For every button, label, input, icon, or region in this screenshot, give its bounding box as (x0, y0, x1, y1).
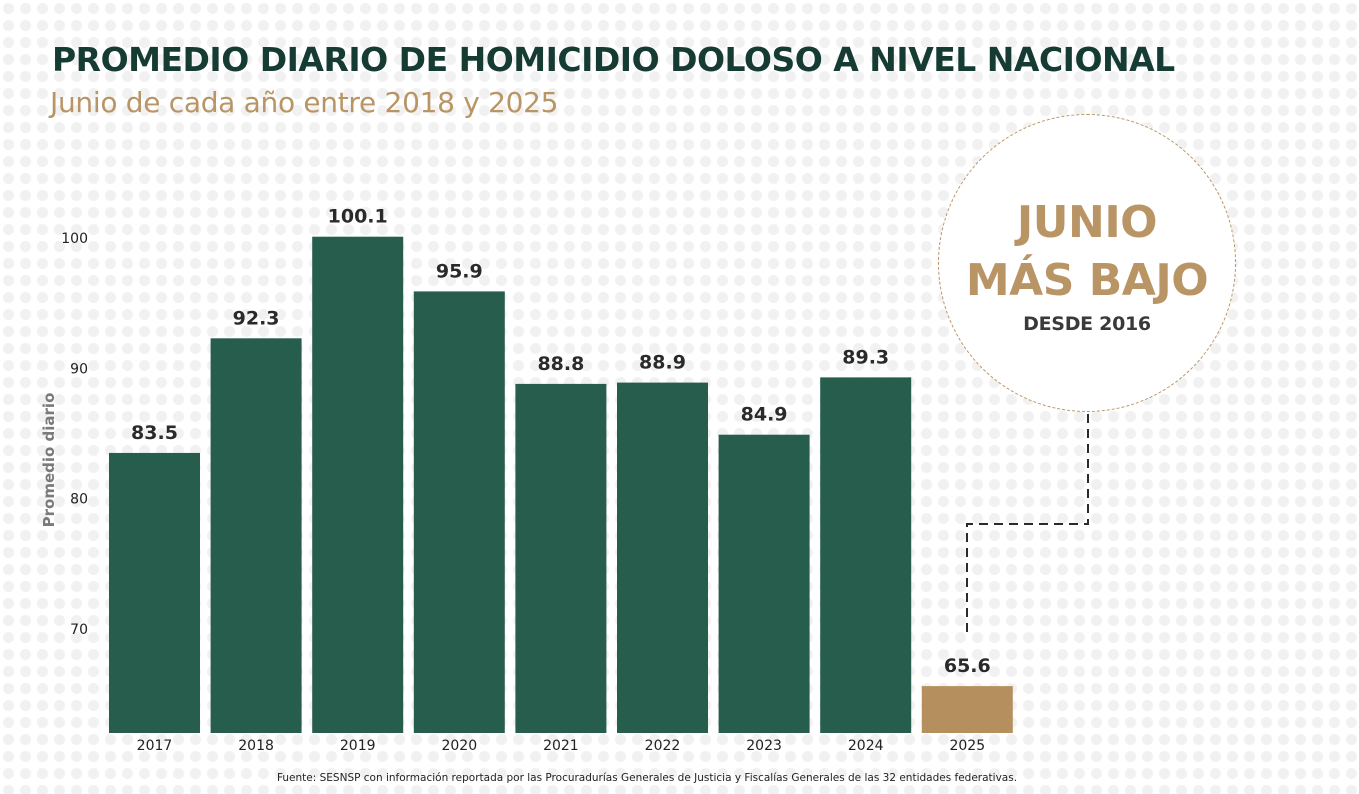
x-axis: 2017 2018 2019 2020 2021 2022 2023 2024 2025 (137, 738, 985, 754)
bar-2024 (820, 377, 912, 733)
bar-2021 (515, 383, 607, 733)
value-label-2021: 88.8 (537, 353, 584, 375)
callout-circle: JUNIO MÁS BAJO DESDE 2016 (938, 114, 1236, 412)
x-tick-label-2018: 2018 (238, 738, 274, 754)
y-tick-label: 70 (70, 622, 88, 638)
callout-line-3: DESDE 2016 (1023, 313, 1151, 335)
x-tick-label-2019: 2019 (340, 738, 376, 754)
value-label-2023: 84.9 (741, 404, 788, 426)
y-tick-label: 90 (70, 361, 88, 377)
source-note: Fuente: SESNSP con información reportada… (276, 772, 1018, 784)
callout-line-1: JUNIO (1016, 197, 1158, 248)
bars (109, 236, 1013, 733)
value-label-2017: 83.5 (131, 422, 178, 444)
x-tick-label-2025: 2025 (949, 738, 985, 754)
bar-2022 (617, 382, 708, 733)
bar-2023 (718, 434, 810, 733)
value-label-2024: 89.3 (842, 346, 889, 368)
chart-subtitle: Junio de cada año entre 2018 y 2025 (50, 86, 559, 119)
y-tick-label: 100 (61, 231, 88, 247)
callout-connector (966, 414, 1089, 634)
bar-2025 (921, 686, 1013, 733)
value-label-2022: 88.9 (639, 352, 686, 374)
bar-2018 (210, 338, 302, 733)
bar-2017 (109, 452, 200, 733)
y-axis: 70 80 90 100 (61, 231, 88, 638)
value-label-2018: 92.3 (233, 307, 280, 329)
value-label-2019: 100.1 (328, 206, 388, 228)
y-axis-label: Promedio diario (40, 393, 58, 528)
bar-2019 (312, 236, 404, 733)
value-label-2025: 65.6 (944, 655, 991, 677)
x-tick-label-2020: 2020 (441, 738, 477, 754)
x-tick-label-2024: 2024 (848, 738, 884, 754)
bar-2020 (413, 291, 505, 733)
value-labels: 83.5 92.3 100.1 95.9 88.8 88.9 84.9 89.3 65.6 (131, 206, 991, 677)
x-tick-label-2022: 2022 (645, 738, 681, 754)
x-tick-label-2017: 2017 (137, 738, 173, 754)
value-label-2020: 95.9 (436, 260, 483, 282)
chart-title: PROMEDIO DIARIO DE HOMICIDIO DOLOSO A NI… (52, 40, 1175, 79)
callout-line-2: MÁS BAJO (965, 255, 1209, 306)
x-tick-label-2023: 2023 (746, 738, 782, 754)
x-tick-label-2021: 2021 (543, 738, 579, 754)
y-tick-label: 80 (70, 492, 88, 508)
